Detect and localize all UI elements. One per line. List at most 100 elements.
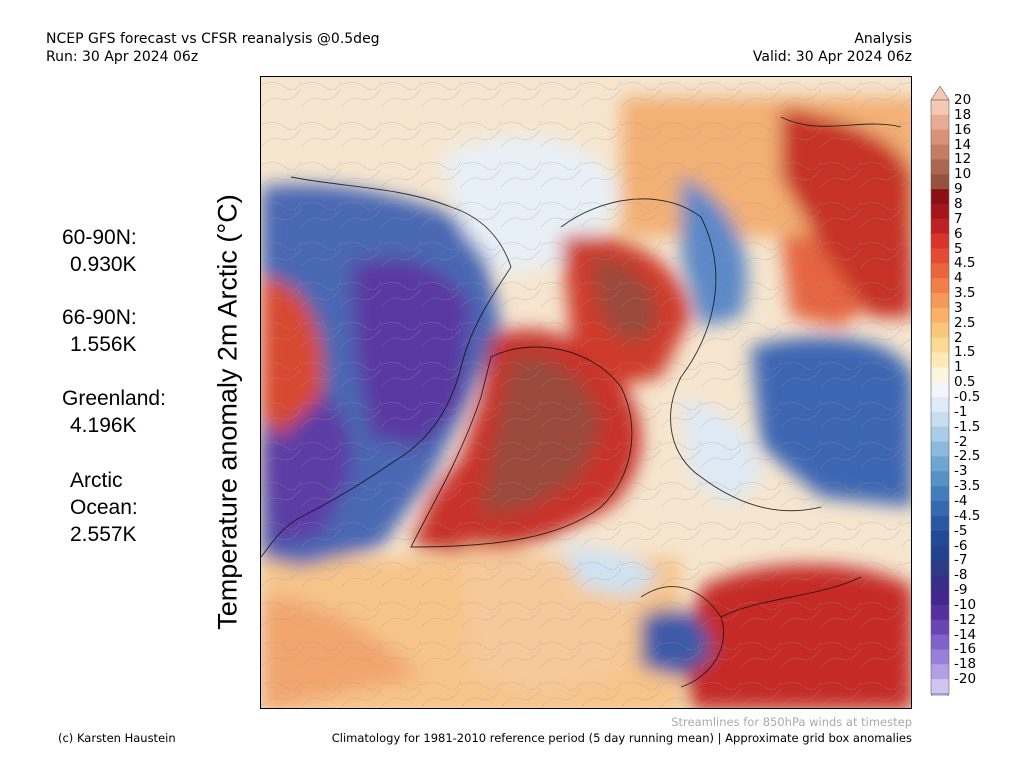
colorbar-label: 3.5 [954,285,976,302]
colorbar-top-arrow [930,86,950,101]
stat-66-90n: 66-90N: 1.556K [62,304,137,358]
colorbar-swatch [931,293,949,309]
colorbar-swatch [931,382,949,398]
colorbar-label: 8 [954,195,963,212]
colorbar-label: 4.5 [954,255,976,272]
colorbar-swatch [931,278,949,294]
chart-title: NCEP GFS forecast vs CFSR reanalysis @0.… [46,31,380,47]
colorbar-label: -14 [954,626,977,643]
colorbar-label: -1.5 [954,418,981,435]
colorbar-swatch [931,515,949,531]
colorbar-label: 20 [954,92,972,108]
colorbar-swatch [931,352,949,368]
colorbar-label: 0.5 [954,374,976,391]
colorbar-label: -4.5 [954,507,981,524]
colorbar-swatch [931,397,949,413]
colorbar-label: -16 [954,641,977,658]
colorbar-swatch [931,441,949,457]
colorbar-swatches [930,86,950,696]
colorbar-swatch [931,159,949,175]
colorbar-label: 4 [954,270,963,287]
stat-arctic-ocean: Arctic Ocean: 2.557K [70,467,138,548]
colorbar-swatch [931,679,949,695]
colorbar-swatch [931,100,949,116]
streamlines-note: Streamlines for 850hPa winds at timestep [671,715,912,729]
colorbar-swatch [931,144,949,160]
colorbar-label: 1 [954,359,963,376]
colorbar [930,86,950,696]
colorbar-label: -6 [954,537,968,554]
colorbar-label: -12 [954,611,977,628]
colorbar-swatch [931,248,949,264]
stat-value: 1.556K [70,333,137,356]
colorbar-swatch [931,129,949,145]
colorbar-swatch [931,174,949,190]
anomaly-map [260,76,912,709]
stat-label: 60-90N: [62,226,137,249]
stat-value: 2.557K [70,523,137,546]
colorbar-label: 9 [954,181,963,198]
colorbar-swatch [931,604,949,621]
colorbar-label: 3 [954,299,963,316]
colorbar-label: 10 [954,166,972,183]
colorbar-swatch [931,367,949,383]
colorbar-label: -2.5 [954,448,981,465]
climatology-note: Climatology for 1981-2010 reference peri… [331,731,912,745]
valid-label: Valid: 30 Apr 2024 06z [752,49,912,65]
colorbar-swatch [931,337,949,353]
run-label: Run: 30 Apr 2024 06z [46,49,199,65]
colorbar-swatch [931,203,949,220]
colorbar-label: 12 [954,151,972,168]
colorbar-label: 6 [954,225,963,242]
colorbar-label: 16 [954,121,972,138]
stat-label: Greenland: [62,387,166,410]
colorbar-swatch [931,575,949,591]
colorbar-label: -10 [954,596,977,613]
colorbar-swatch [931,500,949,517]
colorbar-label: 7 [954,210,963,227]
colorbar-label: -9 [954,582,968,599]
colorbar-label: 18 [954,106,972,123]
colorbar-swatch [931,189,949,205]
vertical-title: Temperature anomaly 2m Arctic (°C) [212,194,243,630]
colorbar-label: -20 [954,671,977,688]
map-svg [261,77,911,708]
stat-label: 66-90N: [62,306,137,329]
wind-streamlines [261,77,911,708]
colorbar-label: -2 [954,433,968,450]
colorbar-label: -3 [954,463,968,480]
colorbar-swatch [931,456,949,472]
colorbar-label: -3.5 [954,478,981,495]
credit: (c) Karsten Haustein [58,731,176,745]
colorbar-label: 2 [954,329,963,346]
colorbar-label: -8 [954,567,968,584]
colorbar-frame [930,99,950,695]
colorbar-swatch [931,634,949,650]
stat-60-90n: 60-90N: 0.930K [62,224,137,278]
mode-label: Analysis [854,31,912,47]
colorbar-label: -0.5 [954,389,981,405]
colorbar-swatch [931,114,949,130]
colorbar-swatch [931,218,949,234]
stat-label-line2: Ocean: [70,496,138,519]
colorbar-swatch [931,619,949,635]
colorbar-swatch [931,560,949,576]
colorbar-swatch [931,233,949,249]
colorbar-swatch [931,486,949,502]
stat-label-line1: Arctic [70,469,123,492]
colorbar-swatch [931,649,949,665]
colorbar-label: -18 [954,656,977,673]
colorbar-label: -4 [954,492,968,509]
colorbar-swatch [931,590,949,606]
colorbar-swatch [931,530,949,546]
colorbar-swatch [931,471,949,487]
stat-value: 0.930K [70,253,137,276]
colorbar-label: 1.5 [954,344,976,361]
colorbar-label: 2.5 [954,314,976,331]
colorbar-swatch [931,263,949,279]
colorbar-label: -5 [954,522,968,539]
coastlines [261,116,902,688]
colorbar-label: -1 [954,403,968,420]
colorbar-swatch [931,322,949,338]
colorbar-swatch [931,426,949,442]
